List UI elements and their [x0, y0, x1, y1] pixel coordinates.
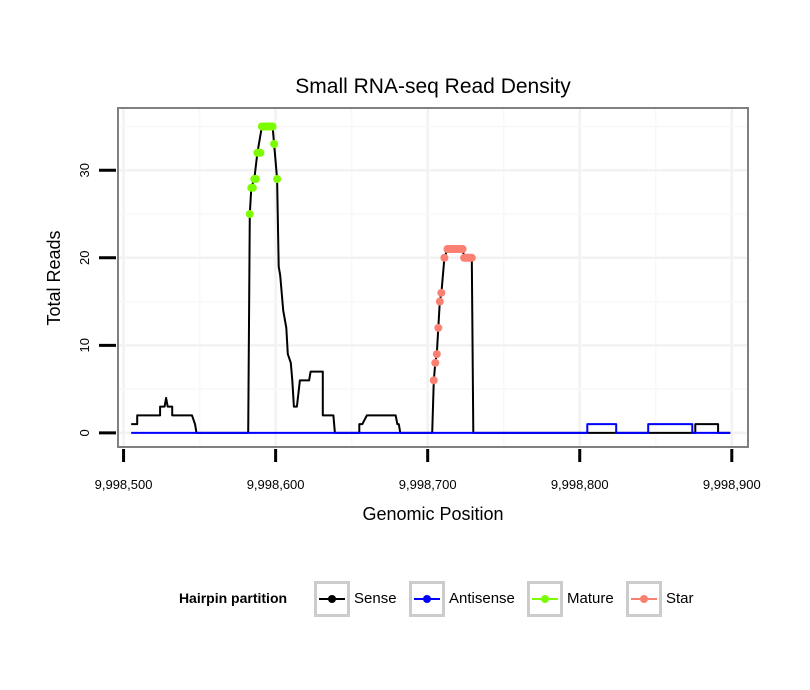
y-tick-label: 10	[77, 338, 92, 352]
data-point-star	[458, 245, 467, 254]
legend-label-mature: Mature	[567, 590, 614, 607]
data-point-mature	[248, 183, 257, 192]
data-point-star	[432, 350, 441, 359]
legend-key-dot-star	[640, 595, 648, 603]
data-point-star	[467, 253, 476, 262]
y-tick-label: 20	[77, 251, 92, 265]
x-tick-label: 9,998,900	[703, 477, 761, 492]
x-tick-label: 9,998,800	[551, 477, 609, 492]
data-point-mature	[245, 210, 254, 219]
data-point-mature	[256, 148, 265, 157]
x-tick-label: 9,998,500	[95, 477, 153, 492]
series-layer	[131, 122, 731, 434]
series-line-antisense	[131, 423, 731, 434]
x-axis-label: Genomic Position	[362, 504, 503, 524]
data-point-mature	[273, 175, 282, 184]
data-point-star	[440, 253, 449, 262]
legend-title: Hairpin partition	[179, 590, 287, 606]
data-point-mature	[268, 122, 277, 131]
y-axis-label: Total Reads	[44, 230, 64, 325]
legend-key-dot-mature	[541, 595, 549, 603]
chart-title: Small RNA-seq Read Density	[295, 75, 571, 98]
legend-key-dot-sense	[328, 595, 336, 603]
axis-layer: 9,998,500 9,998,600 9,998,700 9,998,800 9,99…	[77, 163, 761, 492]
data-point-star	[431, 358, 440, 367]
legend-label-star: Star	[666, 590, 694, 607]
data-point-mature	[251, 175, 260, 184]
data-point-mature	[270, 140, 279, 149]
y-tick-label: 30	[77, 163, 92, 177]
y-tick-label: 0	[77, 429, 92, 436]
data-point-star	[434, 323, 443, 332]
legend-label-antisense: Antisense	[449, 590, 515, 607]
legend-key-dot-antisense	[423, 595, 431, 603]
legend: Hairpin partition Sense Antisense Mature St…	[179, 581, 694, 617]
data-point-star	[435, 297, 444, 306]
x-tick-label: 9,998,600	[247, 477, 305, 492]
data-point-star	[429, 376, 438, 385]
data-point-star	[437, 288, 446, 297]
series-line-sense	[131, 125, 731, 434]
legend-label-sense: Sense	[354, 590, 397, 607]
x-tick-label: 9,998,700	[399, 477, 457, 492]
